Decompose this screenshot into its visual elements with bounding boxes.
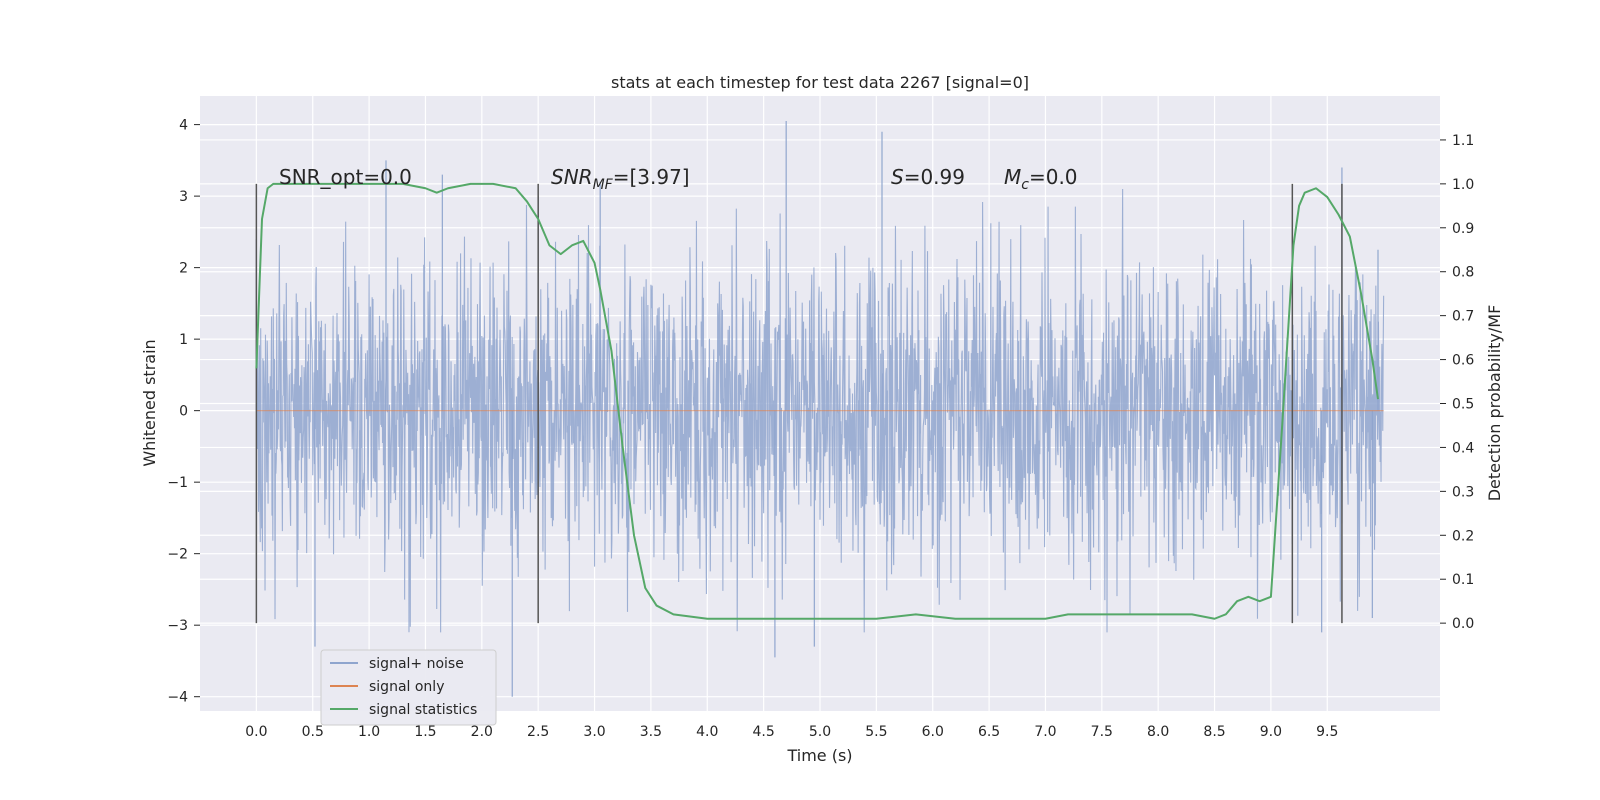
x-tick-label: 2.0 <box>471 724 493 740</box>
annotation-mc-value: =0.0 <box>1029 165 1078 189</box>
y2-axis-label: Detection probability/MF <box>1485 305 1504 502</box>
y-tick-label: 2 <box>179 261 188 277</box>
y-tick-label: 3 <box>179 189 188 205</box>
y-tick-label: −2 <box>167 547 188 563</box>
x-tick-label: 9.0 <box>1260 724 1282 740</box>
x-tick-label: 8.5 <box>1203 724 1225 740</box>
y2-tick-label: 0.6 <box>1452 353 1474 369</box>
x-tick-label: 2.5 <box>527 724 549 740</box>
annotation-mc-label: M <box>1004 165 1021 189</box>
x-tick-label: 4.5 <box>753 724 775 740</box>
legend-box <box>320 649 497 726</box>
x-tick-label: 7.5 <box>1091 724 1113 740</box>
x-tick-label: 5.5 <box>865 724 887 740</box>
x-tick-label: 0.0 <box>245 724 267 740</box>
y2-tick-label: 0.2 <box>1452 528 1474 544</box>
y2-tick-label: 1.0 <box>1452 177 1474 193</box>
y-tick-label: −4 <box>167 690 188 706</box>
x-tick-label: 1.5 <box>414 724 436 740</box>
noise-trace <box>255 188 1385 633</box>
y2-tick-label: 0.1 <box>1452 572 1474 588</box>
annotation-snr-mf-subscript: MF <box>593 177 614 193</box>
x-tick-label: 6.5 <box>978 724 1000 740</box>
annotation-mc: Mc=0.0 <box>1004 165 1078 193</box>
series-signal-statistics <box>255 182 1379 620</box>
x-tick-label: 0.5 <box>302 724 324 740</box>
series-signal-noise <box>255 121 1385 697</box>
x-tick-label: 7.0 <box>1034 724 1056 740</box>
chart-title: stats at each timestep for test data 226… <box>611 73 1029 92</box>
x-tick-label: 9.5 <box>1316 724 1338 740</box>
y2-tick-label: 0.7 <box>1452 309 1474 325</box>
annotation-mc-subscript: c <box>1021 177 1029 193</box>
y2-tick-label: 0.4 <box>1452 440 1474 456</box>
legend: signal+ noise signal only signal statist… <box>320 649 497 726</box>
x-tick-label: 3.0 <box>583 724 605 740</box>
y-tick-label: 4 <box>179 118 188 134</box>
y-axis-label: Whitened strain <box>140 339 159 466</box>
y2-tick-label: 0.5 <box>1452 397 1474 413</box>
y2-tick-label: 0.3 <box>1452 484 1474 500</box>
x-tick-label: 5.0 <box>809 724 831 740</box>
y2-tick-label: 0.0 <box>1452 616 1474 632</box>
x-tick-label: 4.0 <box>696 724 718 740</box>
legend-label-signal-statistics: signal statistics <box>369 702 477 718</box>
y-tick-label: 0 <box>179 404 188 420</box>
x-axis-ticks: 0.0 0.5 1.0 1.5 2.0 2.5 3.0 3.5 4.0 4.5 5.0 5.5 6.0 6… <box>245 724 1338 740</box>
x-tick-label: 3.5 <box>640 724 662 740</box>
y2-axis-ticks: 1.1 1.0 0.9 0.8 0.7 0.6 0.5 0.4 0.3 0.2 0.1 0.0 <box>1440 133 1474 632</box>
y-tick-label: 1 <box>179 332 188 348</box>
x-axis-label: Time (s) <box>786 746 852 765</box>
legend-label-signal-noise: signal+ noise <box>369 656 464 672</box>
y2-tick-label: 1.1 <box>1452 133 1474 149</box>
y-axis-ticks: 4 3 2 1 0 −1 −2 −3 −4 <box>167 118 200 706</box>
x-tick-label: 1.0 <box>358 724 380 740</box>
y-tick-label: −3 <box>167 618 188 634</box>
annotation-snr-mf: SNRMF=[3.97] <box>551 165 690 193</box>
signal-statistics-line <box>255 182 1379 620</box>
annotation-snr-opt: SNR_opt=0.0 <box>279 165 412 189</box>
y-tick-label: −1 <box>167 475 188 491</box>
annotation-snr-mf-value: =[3.97] <box>613 165 690 189</box>
y2-tick-label: 0.9 <box>1452 221 1474 237</box>
legend-label-signal-only: signal only <box>369 679 444 695</box>
x-tick-label: 8.0 <box>1147 724 1169 740</box>
annotation-snr-mf-label: SNR <box>551 165 593 189</box>
annotation-s-value: =0.99 <box>904 165 965 189</box>
y2-tick-label: 0.8 <box>1452 265 1474 281</box>
x-tick-label: 6.0 <box>922 724 944 740</box>
annotation-s-label: S <box>891 165 904 189</box>
annotation-s: S=0.99 <box>891 165 965 189</box>
